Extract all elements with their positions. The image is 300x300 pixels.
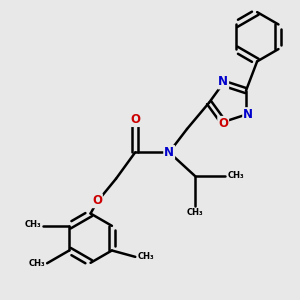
Text: N: N <box>218 76 228 88</box>
Text: CH₃: CH₃ <box>24 220 41 229</box>
Text: O: O <box>92 194 102 207</box>
Text: CH₃: CH₃ <box>137 252 154 261</box>
Text: O: O <box>130 113 140 126</box>
Text: N: N <box>243 108 253 121</box>
Text: O: O <box>218 117 228 130</box>
Text: CH₃: CH₃ <box>28 259 45 268</box>
Text: CH₃: CH₃ <box>186 208 203 217</box>
Text: CH₃: CH₃ <box>227 171 244 180</box>
Text: N: N <box>164 146 174 159</box>
